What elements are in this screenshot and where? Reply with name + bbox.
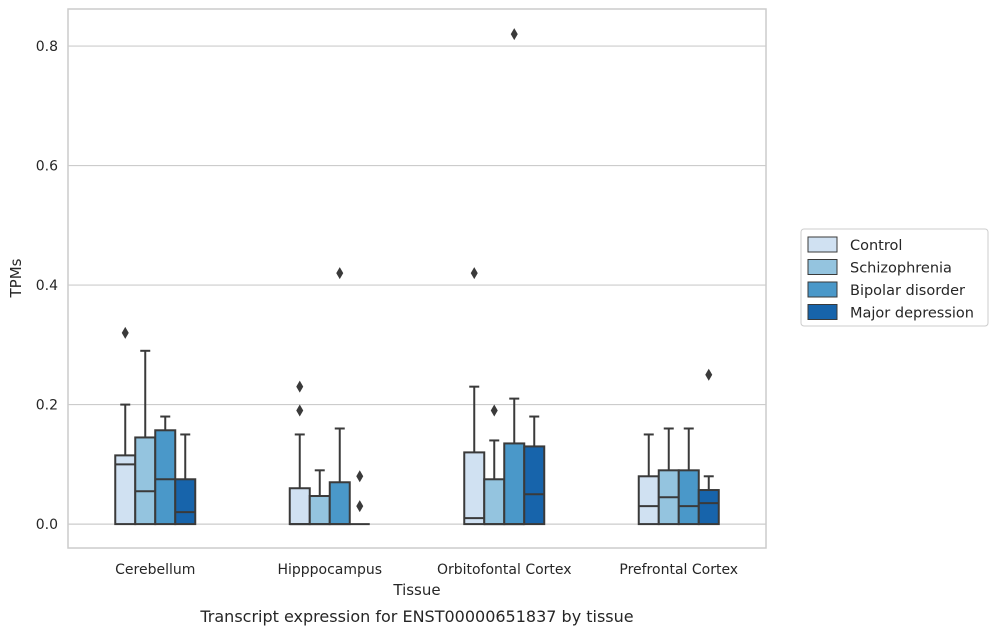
legend-swatch <box>807 281 838 298</box>
outlier-point <box>356 470 364 483</box>
outlier-point <box>705 368 713 381</box>
x-tick-label: Orbitofontal Cortex <box>437 562 572 578</box>
chart-caption: Transcript expression for ENST0000065183… <box>199 607 633 626</box>
box-layer <box>114 28 720 526</box>
box-body <box>308 495 331 526</box>
box-bipolar-disorder <box>503 28 526 526</box>
outlier-point <box>296 404 304 417</box>
box-control <box>637 433 660 526</box>
box-body <box>503 442 526 526</box>
x-tick-label: Hipppocampus <box>277 562 382 578</box>
box-major-depression <box>523 415 546 526</box>
box-control <box>288 380 311 526</box>
y-axis-label: TPMs <box>7 258 25 298</box>
box-body <box>328 481 351 526</box>
box-schizophrenia <box>657 427 680 526</box>
box-control <box>463 267 486 526</box>
box-body <box>697 489 720 526</box>
outlier-point <box>356 500 364 513</box>
legend-swatch <box>807 259 838 275</box>
box-schizophrenia <box>308 469 331 526</box>
plot-frame <box>67 8 767 549</box>
box-body <box>114 454 137 526</box>
box-bipolar-disorder <box>677 427 700 526</box>
box-control <box>114 326 137 526</box>
legend-label: Control <box>850 238 902 254</box>
box-body <box>174 478 197 526</box>
box-bipolar-disorder <box>154 415 177 526</box>
y-tick-label: 0.2 <box>36 398 58 414</box>
legend-swatch <box>807 236 838 253</box>
y-tick-label: 0.6 <box>36 159 58 175</box>
legend: Control Schizophrenia Bipolar disorder Majo… <box>800 228 989 327</box>
outlier-point <box>470 267 478 280</box>
box-body <box>134 436 157 526</box>
box-body <box>523 445 546 526</box>
y-tick-label: 0.8 <box>36 39 58 55</box>
legend-label: Schizophrenia <box>850 261 952 277</box>
box-major-depression <box>174 433 197 526</box>
box-body <box>463 451 486 526</box>
y-tick-label: 0.0 <box>36 517 58 533</box>
outlier-point <box>121 326 129 339</box>
outlier-point <box>336 267 344 280</box>
box-bipolar-disorder <box>328 267 351 526</box>
box-schizophrenia <box>134 349 157 526</box>
box-major-depression <box>697 368 720 526</box>
x-axis-label: Tissue <box>392 581 440 599</box>
box-body <box>637 475 660 526</box>
legend-swatch <box>807 304 838 320</box>
legend-frame <box>800 228 989 327</box>
legend-items: Control Schizophrenia Bipolar disorder Majo… <box>807 236 974 322</box>
outlier-point <box>510 28 518 41</box>
box-body <box>154 429 177 526</box>
box-schizophrenia <box>483 404 506 526</box>
legend-label: Major depression <box>850 306 974 322</box>
y-tick-label: 0.4 <box>36 278 58 294</box>
box-body <box>288 487 311 526</box>
box-body <box>483 478 506 526</box>
box-major-depression <box>349 470 370 526</box>
x-tick-label: Cerebellum <box>115 562 195 578</box>
box-body <box>677 469 700 526</box>
y-tick-labels: 0.0 0.2 0.4 0.6 0.8 <box>36 39 58 533</box>
legend-label: Bipolar disorder <box>850 283 965 299</box>
outlier-point <box>490 404 498 417</box>
x-tick-labels: Cerebellum Hipppocampus Orbitofontal Corte… <box>115 562 738 578</box>
outlier-point <box>296 380 304 393</box>
x-tick-label: Prefrontal Cortex <box>619 562 738 578</box>
